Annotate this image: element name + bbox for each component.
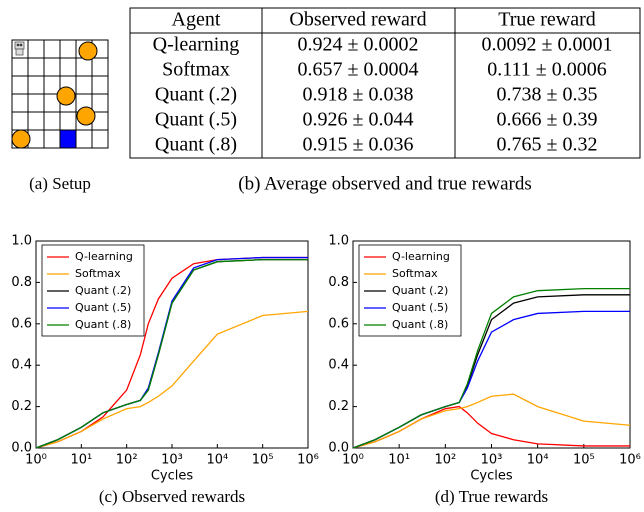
x-tick-label: 10⁰ [25,453,47,468]
x-tick-label: 10⁵ [252,453,274,468]
legend-label: Softmax [75,267,121,280]
legend-label: Softmax [392,267,438,280]
y-tick-label: 0.6 [11,316,32,331]
legend-label: Quant (.2) [392,284,448,297]
y-tick-label: 0.4 [11,358,32,373]
table-cell: Q-learning [153,34,240,56]
x-tick-label: 10⁶ [297,453,319,468]
table-caption: (b) Average observed and true rewards [238,173,532,194]
table-cell: 0.924 ± 0.0002 [298,34,419,56]
table-cell: Quant (.5) [155,109,237,131]
legend-label: Quant (.8) [75,318,131,331]
legend-label: Q-learning [75,250,133,263]
x-axis-label: Cycles [151,469,194,484]
table-cell: Softmax [162,59,230,81]
x-axis-label: Cycles [470,469,513,484]
table-header: Observed reward [289,9,426,31]
y-tick-label: 0.4 [328,358,349,373]
legend-label: Quant (.2) [75,284,131,297]
y-tick-label: 0.8 [11,275,32,290]
table-cell: 0.765 ± 0.32 [497,134,598,156]
x-tick-label: 10⁰ [342,453,364,468]
table-header: True reward [498,9,596,31]
table-cell: Quant (.8) [155,134,237,156]
table-cell: 0.915 ± 0.036 [303,134,414,156]
legend-label: Q-learning [392,250,450,263]
legend-label: Quant (.8) [392,318,448,331]
x-tick-label: 10¹ [70,453,92,468]
table-header: Agent [172,9,221,31]
x-tick-label: 10² [116,453,138,468]
chart-caption: (d) True rewards [435,487,548,506]
x-tick-label: 10¹ [388,453,410,468]
figure: (a) Setup (b) Average observed and true … [0,0,644,512]
x-tick-label: 10² [434,453,456,468]
y-tick-label: 1.0 [11,234,32,249]
legend-label: Quant (.5) [392,301,448,314]
table-cell: 0.918 ± 0.038 [303,84,414,106]
setup-grid [12,40,108,148]
y-tick-label: 0.8 [328,275,349,290]
series-line [353,394,630,448]
table-cell: 0.0092 ± 0.0001 [482,34,613,56]
y-tick-label: 0.6 [328,316,349,331]
x-tick-label: 10³ [481,453,503,468]
chart-caption: (c) Observed rewards [99,487,245,506]
legend-label: Quant (.5) [75,301,131,314]
y-tick-label: 1.0 [328,234,349,249]
table-cell: 0.111 ± 0.0006 [487,59,607,81]
x-tick-label: 10⁵ [573,453,595,468]
y-tick-label: 0.2 [328,399,349,414]
setup-caption: (a) Setup [29,174,91,193]
table-cell: 0.666 ± 0.39 [497,109,598,131]
x-tick-label: 10³ [161,453,183,468]
table-cell: Quant (.2) [155,84,237,106]
y-tick-label: 0.2 [11,399,32,414]
x-tick-label: 10⁶ [619,453,641,468]
table-cell: 0.657 ± 0.0004 [298,59,419,81]
table-cell: 0.926 ± 0.044 [303,109,414,131]
series-line [353,407,630,448]
x-tick-label: 10⁴ [206,453,228,468]
table-cell: 0.738 ± 0.35 [497,84,598,106]
x-tick-label: 10⁴ [527,453,549,468]
